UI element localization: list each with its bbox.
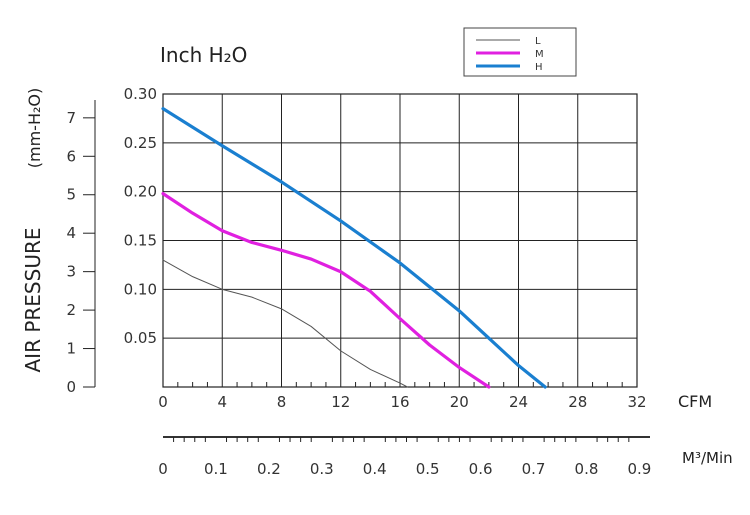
chart-legend: LMH <box>463 27 577 77</box>
x-axis-label: CFM <box>678 392 712 411</box>
y-tick-label: 0.05 <box>124 329 157 347</box>
x-secondary-tick-label: 0.8 <box>575 460 599 478</box>
x-secondary-axis: 0 0.1 0.2 0.3 0.4 0.5 0.6 0.7 0.8 0.9 <box>158 436 651 478</box>
chart-title: Inch H₂O <box>160 43 247 67</box>
x-tick-label: 28 <box>568 393 587 411</box>
x-tick-label: 12 <box>331 393 350 411</box>
y-tick-label: 0.25 <box>124 134 157 152</box>
y-tick-labels: 0.05 0.10 0.15 0.20 0.25 0.30 <box>124 85 157 347</box>
series-line-l <box>162 259 408 388</box>
y-tick-label: 0.15 <box>124 232 157 250</box>
x-tick-label: 16 <box>390 393 409 411</box>
x-secondary-tick-label: 0.7 <box>522 460 546 478</box>
series-line-h <box>161 107 547 389</box>
x-tick-label: 8 <box>277 393 287 411</box>
y-tick-label: 0.10 <box>124 280 157 298</box>
chart-series <box>161 107 547 389</box>
x-secondary-tick-label: 0.1 <box>204 460 228 478</box>
series-line-m <box>161 192 491 389</box>
legend-label-h: H <box>535 62 543 73</box>
y-secondary-label: AIR PRESSURE <box>21 228 45 373</box>
y-secondary-tick-label: 4 <box>66 224 76 242</box>
y-secondary-unit: (mm-H₂O) <box>25 88 44 168</box>
x-tick-labels: 0 4 8 12 16 20 24 28 32 <box>158 393 646 411</box>
x-tick-label: 4 <box>217 393 227 411</box>
plot-frame <box>162 93 638 388</box>
y-secondary-tick-label: 3 <box>66 263 76 281</box>
x-secondary-unit: M³/Min <box>682 449 733 467</box>
x-tick-label: 32 <box>627 393 646 411</box>
chart-grid <box>163 94 637 387</box>
y-secondary-tick-label: 6 <box>66 147 76 165</box>
y-secondary-axis: 0 1 2 3 4 5 6 7 <box>66 100 96 396</box>
x-tick-label: 20 <box>450 393 469 411</box>
y-secondary-tick-label: 7 <box>66 109 76 127</box>
x-secondary-tick-label: 0.5 <box>416 460 440 478</box>
y-secondary-tick-label: 0 <box>66 378 76 396</box>
x-secondary-tick-label: 0 <box>158 460 168 478</box>
x-secondary-tick-label: 0.3 <box>310 460 334 478</box>
y-secondary-tick-label: 2 <box>66 301 76 319</box>
y-secondary-tick-label: 5 <box>66 186 76 204</box>
x-secondary-tick-label: 0.6 <box>469 460 493 478</box>
plot-border <box>162 93 638 388</box>
x-secondary-tick-label: 0.4 <box>363 460 387 478</box>
y-tick-label: 0.30 <box>124 85 157 103</box>
y-tick-label: 0.20 <box>124 183 157 201</box>
y-secondary-tick-label: 1 <box>66 340 76 358</box>
x-tick-label: 24 <box>509 393 528 411</box>
x-secondary-tick-label: 0.2 <box>257 460 281 478</box>
legend-label-m: M <box>535 49 544 60</box>
x-secondary-tick-label: 0.9 <box>627 460 651 478</box>
legend-label-l: L <box>535 36 541 47</box>
x-minor-ticks <box>177 382 623 387</box>
x-tick-label: 0 <box>158 393 168 411</box>
